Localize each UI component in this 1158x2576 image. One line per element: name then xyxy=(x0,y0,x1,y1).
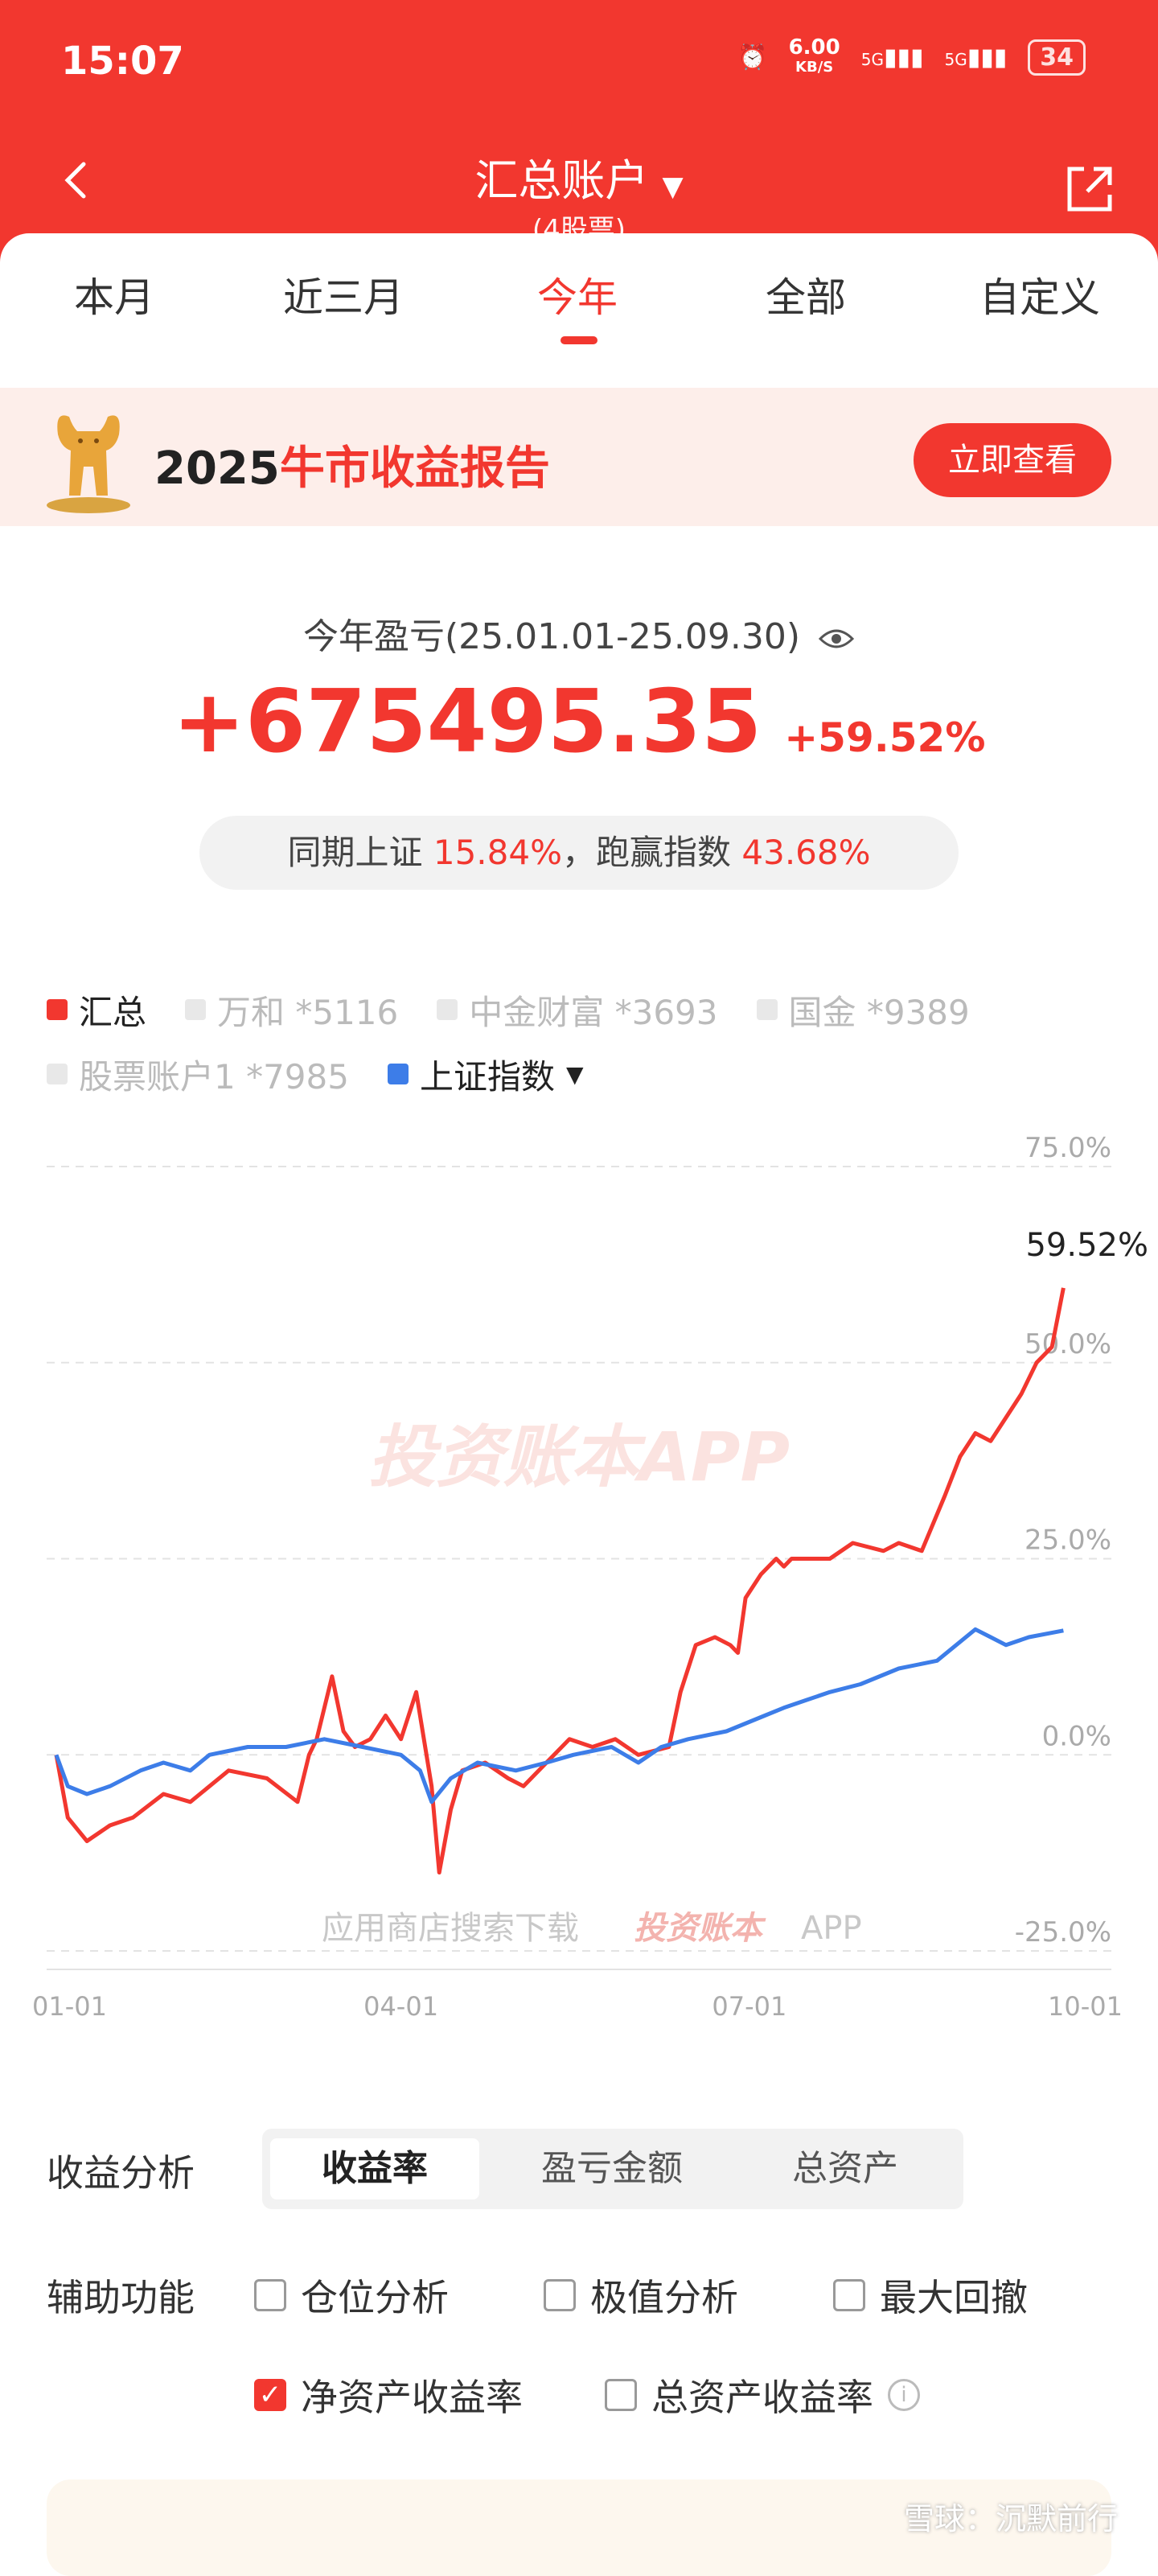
chevron-down-icon: ▼ xyxy=(662,171,684,203)
legend-item-guojin[interactable]: 国金 *9389 xyxy=(756,986,970,1035)
tab-three-months[interactable]: 近三月 xyxy=(283,274,404,321)
tab-all[interactable]: 全部 xyxy=(766,274,846,321)
tab-this-year[interactable]: 今年 xyxy=(537,274,618,321)
analysis-label: 收益分析 xyxy=(47,2151,195,2195)
tab-custom[interactable]: 自定义 xyxy=(979,274,1100,321)
segment-profit-amount[interactable]: 盈亏金额 xyxy=(541,2148,683,2189)
series-line xyxy=(54,1287,1066,1874)
bull-report-banner[interactable]: 2025牛市收益报告 立即查看 xyxy=(0,388,1158,526)
chevron-down-icon: ▼ xyxy=(565,1060,584,1088)
chart-footer-app: APP xyxy=(801,1910,862,1947)
alarm-icon: ⏰ xyxy=(737,43,768,72)
eye-icon[interactable] xyxy=(818,627,855,651)
series-line xyxy=(54,1627,1064,1804)
legend-item-total[interactable]: 汇总 xyxy=(47,986,146,1035)
period-tabs: 本月 近三月 今年 全部 自定义 xyxy=(0,233,1158,354)
checkbox-position[interactable]: 仓位分析 xyxy=(254,2269,449,2322)
banner-title: 2025牛市收益报告 xyxy=(154,442,550,495)
chart-watermark: 投资账本APP xyxy=(368,1418,790,1496)
legend-item-wanhe[interactable]: 万和 *5116 xyxy=(185,986,398,1035)
footer-watermark: 雪球：沉默前行 xyxy=(903,2501,1118,2537)
y-tick-label: -25.0% xyxy=(1015,1916,1111,1948)
checkbox-total-asset-return[interactable]: 总资产收益率 i xyxy=(605,2368,920,2422)
x-tick-label: 07-01 xyxy=(712,1991,786,2022)
account-title[interactable]: 汇总账户 ▼ xyxy=(474,155,684,206)
tab-this-month[interactable]: 本月 xyxy=(74,274,154,321)
chart-footer-text: 应用商店搜索下载 xyxy=(322,1910,579,1947)
signal-icon: 5G▮▮▮ xyxy=(944,43,1008,72)
checkbox-net-asset-return[interactable]: ✓ 净资产收益率 xyxy=(254,2368,523,2422)
legend-item-stock1[interactable]: 股票账户1 *7985 xyxy=(47,1050,349,1099)
y-tick-label: 25.0% xyxy=(1025,1525,1111,1557)
chart-footer-brand: 投资账本 xyxy=(634,1910,766,1947)
net-speed: 6.00 KB/S xyxy=(788,35,840,76)
profit-value: +675495.35 xyxy=(172,672,762,772)
y-tick-label: 75.0% xyxy=(1025,1132,1111,1164)
x-tick-label: 04-01 xyxy=(363,1991,438,2022)
x-tick-label: 10-01 xyxy=(1048,1991,1123,2022)
checkbox-extreme[interactable]: 极值分析 xyxy=(544,2269,738,2322)
y-tick-label: 0.0% xyxy=(1042,1720,1111,1752)
profit-summary: +675495.35 +59.52% xyxy=(0,672,1158,772)
analysis-segmented-control: 收益率 盈亏金额 总资产 xyxy=(262,2129,963,2209)
segment-return-rate[interactable]: 收益率 xyxy=(270,2138,479,2199)
status-icons: ⏰ 6.00 KB/S 5G▮▮▮ 5G▮▮▮ 34 xyxy=(737,35,1086,76)
segment-total-assets[interactable]: 总资产 xyxy=(792,2148,898,2189)
battery-icon: 34 xyxy=(1028,39,1086,76)
status-time: 15:07 xyxy=(61,39,184,84)
header-bar xyxy=(0,0,1158,265)
tab-indicator xyxy=(561,336,597,344)
bull-icon xyxy=(47,415,130,513)
end-value-label: 59.52% xyxy=(1025,1227,1148,1264)
back-arrow-icon[interactable] xyxy=(56,161,95,200)
share-icon[interactable] xyxy=(1062,161,1118,217)
view-now-button[interactable]: 立即查看 xyxy=(914,423,1111,497)
period-label: 今年盈亏(25.01.01-25.09.30) xyxy=(0,607,1158,659)
y-tick-label: 50.0% xyxy=(1025,1328,1111,1360)
profit-pct: +59.52% xyxy=(784,714,986,761)
legend-item-sse[interactable]: 上证指数 ▼ xyxy=(387,1050,584,1099)
aux-label: 辅助功能 xyxy=(47,2276,195,2319)
legend-item-cicc[interactable]: 中金财富 *3693 xyxy=(437,986,718,1035)
index-compare: 同期上证 15.84%，跑赢指数 43.68% xyxy=(199,816,959,890)
chart-legend: 汇总 万和 *5116 中金财富 *3693 国金 *9389 股票账户1 *7… xyxy=(47,977,970,1106)
checkbox-max-drawdown[interactable]: 最大回撤 xyxy=(833,2269,1028,2322)
x-tick-label: 01-01 xyxy=(32,1991,107,2022)
info-icon[interactable]: i xyxy=(888,2379,920,2411)
signal-icon: 5G▮▮▮ xyxy=(860,43,924,72)
